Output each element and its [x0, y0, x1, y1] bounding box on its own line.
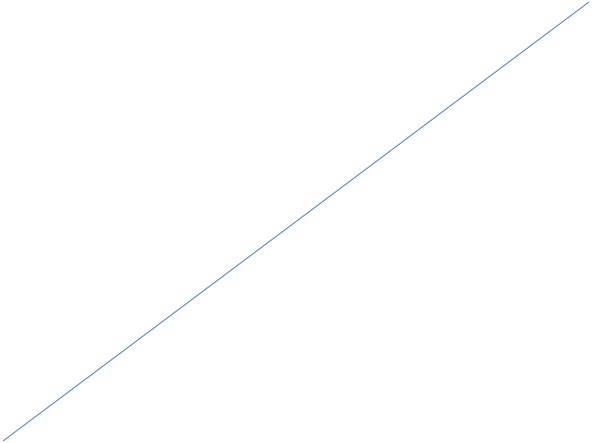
series-line-1 — [2, 1, 590, 442]
chart-canvas — [2, 1, 590, 442]
line-chart — [2, 1, 590, 442]
series-layer — [2, 1, 590, 442]
